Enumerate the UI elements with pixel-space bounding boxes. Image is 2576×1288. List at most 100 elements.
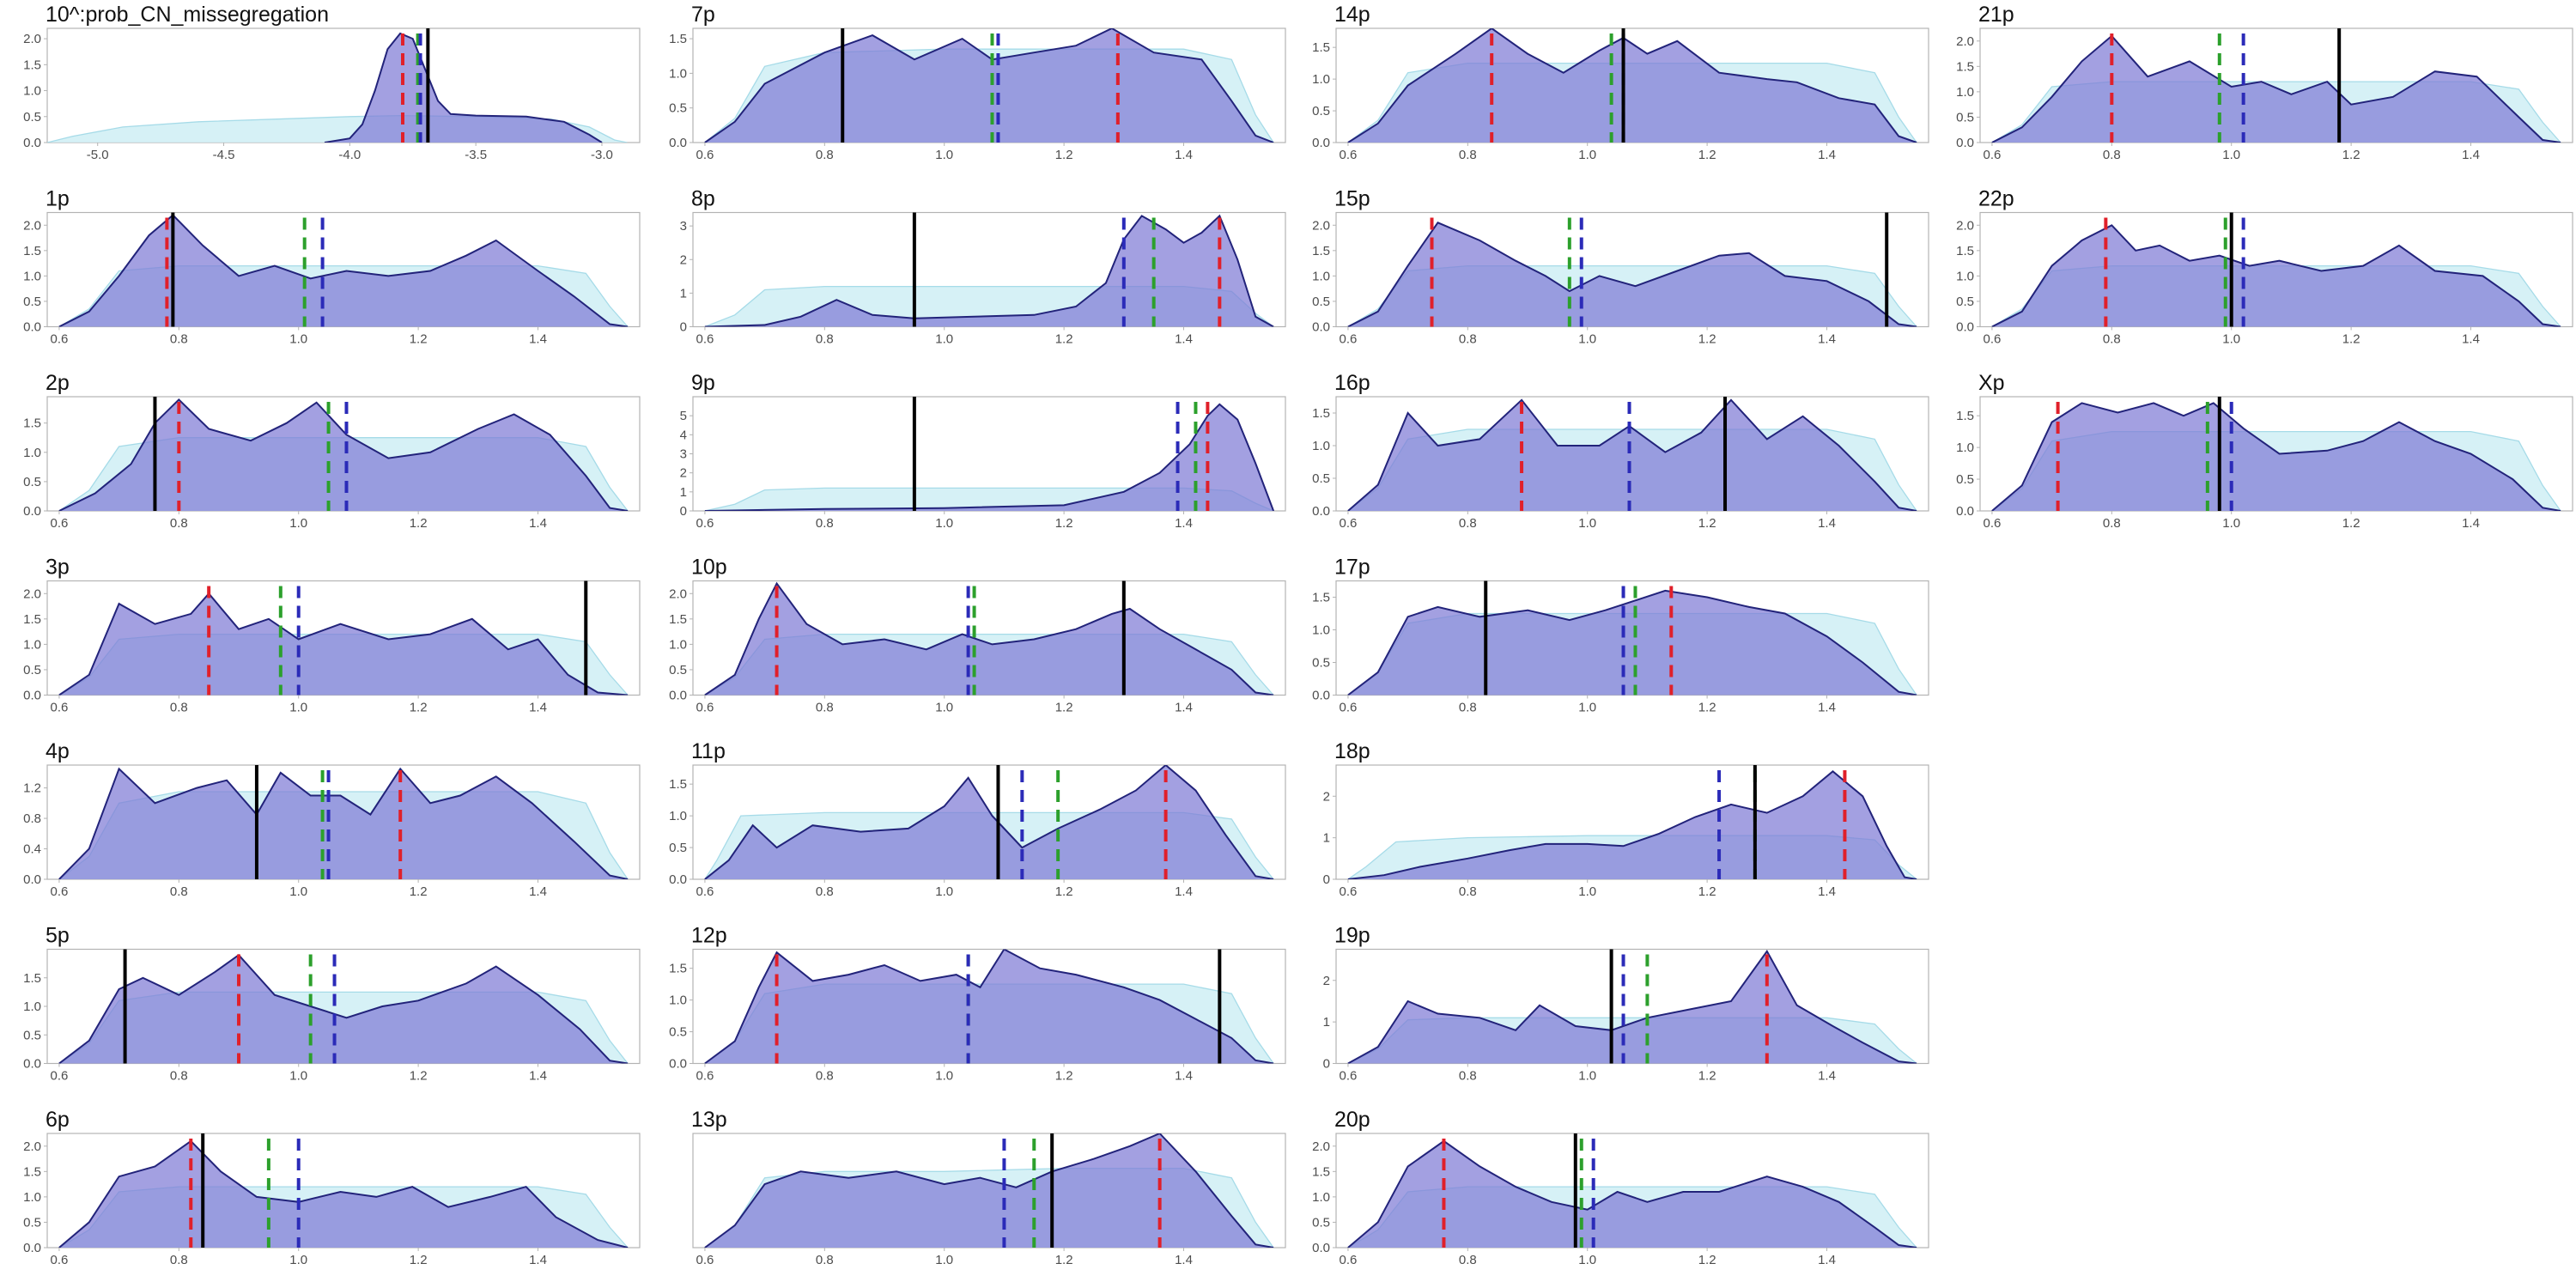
y-tick-label: 0.0 — [1956, 320, 1974, 335]
x-tick-label: 1.0 — [935, 1069, 953, 1084]
x-tick-label: 1.2 — [1055, 1069, 1073, 1084]
y-tick-label: 0.5 — [669, 101, 687, 116]
x-tick-label: 1.4 — [1175, 516, 1193, 531]
density-panel-21: 6p 0.6 0.8 1.0 1.2 1.4 0.0 0.5 1.0 1.5 2.0 — [23, 1108, 641, 1267]
x-tick-label: 0.8 — [1459, 1069, 1477, 1084]
y-tick-label: 0 — [1323, 1057, 1330, 1072]
y-tick-label: 2.0 — [23, 218, 41, 233]
y-tick-label: 1.0 — [1312, 439, 1330, 453]
y-tick-label: 0 — [680, 504, 687, 519]
x-tick-label: 1.0 — [289, 1069, 307, 1084]
y-tick-label: 3 — [680, 219, 687, 234]
x-tick-label: 0.6 — [51, 884, 69, 899]
x-tick-label: 0.6 — [696, 701, 714, 715]
panel-title: 19p — [1334, 924, 1370, 948]
y-tick-label: 0.5 — [23, 663, 41, 677]
panel-title: 21p — [1978, 3, 2014, 27]
x-tick-label: 1.0 — [935, 516, 953, 531]
y-tick-label: 0.0 — [669, 872, 687, 887]
density-panel-7: 22p 0.6 0.8 1.0 1.2 1.4 0.0 0.5 1.0 1.5 2.0 — [1956, 187, 2573, 347]
y-tick-label: 1.0 — [23, 446, 41, 460]
posterior-density-line — [58, 953, 629, 1064]
posterior-density-area — [704, 216, 1274, 327]
posterior-density-area — [58, 593, 629, 696]
posterior-density-line — [58, 398, 629, 511]
x-tick-label: 0.6 — [1984, 516, 2002, 531]
panel-title: 10^:prob_CN_missegregation — [46, 3, 329, 27]
posterior-density-line — [704, 765, 1274, 879]
x-tick-label: 1.2 — [410, 1069, 428, 1084]
prior-density-line — [1991, 81, 2561, 143]
panel-title: 13p — [691, 1108, 727, 1132]
y-tick-label: 2 — [680, 466, 687, 481]
y-tick-label: 1 — [680, 286, 687, 301]
x-tick-label: 1.0 — [1578, 332, 1596, 347]
y-tick-label: 1.5 — [23, 1164, 41, 1179]
y-tick-label: 2.0 — [23, 586, 41, 601]
x-tick-label: 1.0 — [289, 1253, 307, 1267]
prior-density-line — [58, 264, 629, 327]
density-panel-23: 20p 0.6 0.8 1.0 1.2 1.4 0.0 0.5 1.0 1.5 2.0 — [1312, 1108, 1929, 1267]
x-tick-label: 1.2 — [1055, 332, 1073, 347]
panel-title: 11p — [691, 739, 726, 763]
x-tick-label: 0.8 — [170, 516, 188, 531]
x-tick-label: 1.4 — [1818, 884, 1836, 899]
posterior-density-line — [704, 1133, 1274, 1248]
x-tick-label: 0.6 — [51, 1069, 69, 1084]
x-tick-label: 1.4 — [1818, 1253, 1836, 1267]
y-tick-label: 0.4 — [23, 842, 41, 857]
x-tick-label: 1.0 — [935, 148, 953, 162]
x-tick-label: 0.8 — [1459, 516, 1477, 531]
panel-title: Xp — [1978, 371, 2005, 395]
panel-title: 9p — [691, 371, 715, 395]
y-tick-label: 1.5 — [1312, 591, 1330, 605]
x-tick-label: 1.4 — [529, 884, 547, 899]
density-panel-12: 3p 0.6 0.8 1.0 1.2 1.4 0.0 0.5 1.0 1.5 2.0 — [23, 556, 641, 715]
y-tick-label: 2.0 — [1312, 218, 1330, 233]
y-tick-label: 0.5 — [1312, 104, 1330, 118]
y-tick-label: 0.5 — [23, 110, 41, 125]
density-panel-14: 17p 0.6 0.8 1.0 1.2 1.4 0.0 0.5 1.0 1.5 — [1312, 556, 1929, 715]
posterior-density-area — [1347, 590, 1917, 696]
x-tick-label: 1.4 — [1175, 701, 1193, 715]
x-tick-label: 0.8 — [816, 1253, 834, 1267]
y-tick-label: 0.5 — [23, 1028, 41, 1042]
y-tick-label: 1.5 — [1956, 244, 1974, 258]
y-tick-label: 0.5 — [23, 1215, 41, 1230]
x-tick-label: 1.4 — [529, 701, 547, 715]
x-tick-label: 0.8 — [816, 332, 834, 347]
x-tick-label: 1.4 — [1818, 1069, 1836, 1084]
x-tick-label: -4.5 — [213, 148, 235, 162]
y-tick-label: 0.0 — [23, 504, 41, 519]
x-tick-label: 0.8 — [170, 884, 188, 899]
x-tick-label: 1.0 — [935, 1253, 953, 1267]
y-tick-label: 0.0 — [23, 1057, 41, 1072]
posterior-density-line — [1347, 589, 1917, 696]
density-panel-18: 5p 0.6 0.8 1.0 1.2 1.4 0.0 0.5 1.0 1.5 — [23, 924, 641, 1084]
x-tick-label: 1.2 — [1698, 1069, 1716, 1084]
x-tick-label: 0.6 — [51, 516, 69, 531]
panel-title: 7p — [691, 3, 715, 27]
x-tick-label: 1.4 — [1175, 884, 1193, 899]
posterior-density-line — [704, 28, 1274, 143]
x-tick-label: 1.0 — [935, 332, 953, 347]
y-tick-label: 0.5 — [669, 663, 687, 677]
density-panel-13: 10p 0.6 0.8 1.0 1.2 1.4 0.0 0.5 1.0 1.5 2.0 — [669, 556, 1286, 715]
x-tick-label: 1.4 — [1818, 148, 1836, 162]
x-tick-label: 0.8 — [816, 701, 834, 715]
x-tick-label: 0.6 — [1984, 148, 2002, 162]
x-tick-label: 0.8 — [1459, 701, 1477, 715]
y-tick-label: 0.5 — [1312, 1215, 1330, 1230]
x-tick-label: 1.4 — [529, 1069, 547, 1084]
y-tick-label: 0.0 — [1312, 320, 1330, 335]
x-tick-label: 0.6 — [1340, 884, 1358, 899]
y-tick-label: 1.5 — [23, 416, 41, 431]
x-tick-label: 1.4 — [1175, 332, 1193, 347]
x-tick-label: -4.0 — [338, 148, 361, 162]
x-tick-label: 1.2 — [1055, 1253, 1073, 1267]
y-tick-label: 1.5 — [23, 244, 41, 258]
x-tick-label: 0.8 — [170, 332, 188, 347]
x-tick-label: 1.0 — [289, 516, 307, 531]
y-tick-label: 2.0 — [1312, 1139, 1330, 1154]
y-tick-label: 1.5 — [669, 612, 687, 627]
